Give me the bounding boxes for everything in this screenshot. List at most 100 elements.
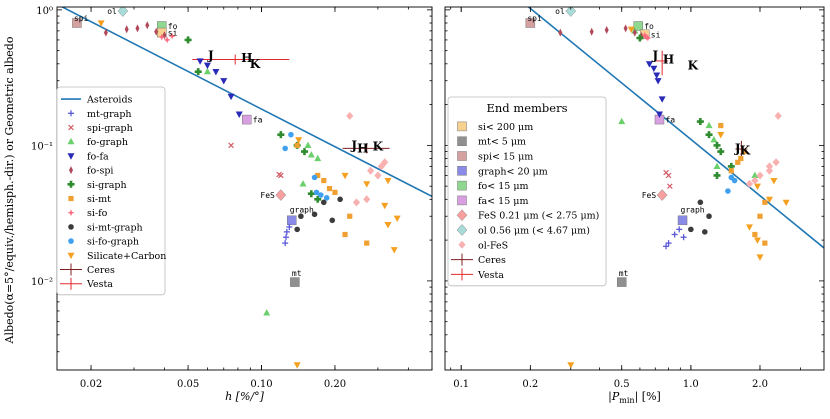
- data-point: [283, 234, 290, 241]
- legend-label-si-fo-graph: si-fo-graph: [87, 237, 139, 248]
- x-axis-label-part: |: [608, 390, 612, 404]
- data-point: [741, 148, 747, 155]
- data-point: [381, 158, 389, 167]
- data-point: [307, 190, 315, 198]
- data-point: [332, 189, 338, 195]
- legend-swatch: [458, 240, 466, 249]
- end-member-label: spi: [74, 14, 89, 23]
- legend: Asteroids mt-graph spi-graph fo-graph fo-fa f…: [56, 86, 166, 296]
- end-member-label: fa: [253, 116, 263, 125]
- data-point: [196, 58, 204, 65]
- series-fo-graph: [203, 67, 322, 316]
- legend-box: [56, 86, 166, 296]
- data-point: [671, 231, 678, 238]
- legend-label-graph-20-m: graph< 20 μm: [478, 166, 548, 177]
- x-tick-label: 0.05: [177, 379, 199, 390]
- y-tick-label: 10⁰: [36, 6, 53, 17]
- legend-label-fo-graph: fo-graph: [87, 137, 128, 148]
- data-point: [753, 237, 761, 244]
- data-point: [203, 67, 211, 75]
- data-point: [717, 148, 725, 156]
- data-point: [756, 171, 764, 180]
- data-point: [753, 183, 761, 190]
- data-point: [718, 122, 724, 129]
- data-point: [288, 131, 294, 138]
- data-point: [567, 362, 575, 369]
- data-point: [636, 34, 644, 42]
- data-point: [752, 231, 758, 238]
- legend-label-vesta: Vesta: [477, 270, 504, 281]
- data-point: [313, 189, 320, 196]
- data-point: [627, 26, 635, 34]
- data-point: [770, 177, 778, 185]
- data-point: [558, 28, 563, 37]
- vesta-errorbar: [656, 50, 669, 76]
- data-point: [604, 26, 609, 35]
- legend-label-spi-graph: spi-graph: [87, 123, 133, 134]
- end-member-label: mt: [292, 269, 302, 278]
- data-point: [298, 213, 304, 220]
- data-point: [623, 24, 628, 33]
- data-point: [314, 154, 322, 162]
- data-point: [352, 198, 361, 207]
- data-point: [194, 68, 202, 76]
- data-point: [366, 166, 375, 175]
- legend-label-asteroids: Asteroids: [86, 95, 133, 106]
- data-point: [727, 162, 735, 170]
- data-point: [676, 226, 683, 233]
- data-point: [762, 240, 768, 246]
- data-point: [589, 27, 594, 36]
- data-point: [751, 171, 759, 179]
- data-point: [364, 240, 370, 246]
- legend-label-si-mt-graph: si-mt-graph: [87, 222, 143, 233]
- data-point: [294, 142, 300, 148]
- x-tick-label: 0.1: [453, 379, 469, 390]
- legend-swatch: [68, 238, 74, 244]
- x-axis-label-var: P: [611, 390, 620, 403]
- data-point: [323, 195, 330, 201]
- end-member-label: graph: [681, 205, 705, 214]
- legend-label-fo-fa: fo-fa: [87, 151, 109, 162]
- legend-swatch: [69, 166, 73, 175]
- x-tick-label: 1.0: [683, 379, 699, 390]
- data-point: [103, 28, 108, 37]
- series-fo-spi: [103, 21, 167, 40]
- end-member-label: ol: [555, 7, 565, 16]
- data-point: [696, 118, 704, 126]
- data-point: [384, 222, 392, 229]
- band-label: K: [740, 143, 751, 157]
- data-point: [97, 20, 105, 27]
- data-point: [300, 148, 308, 156]
- data-point: [227, 93, 235, 101]
- data-point: [680, 234, 687, 241]
- data-point: [212, 69, 220, 76]
- data-point: [641, 31, 649, 39]
- data-point: [341, 172, 349, 180]
- data-point: [337, 196, 343, 203]
- x-axis-label: |Pmin| [%]: [608, 390, 661, 405]
- series-fo-spi: [558, 24, 644, 41]
- data-point: [283, 228, 290, 235]
- series-spi-graph: [663, 169, 673, 189]
- data-point: [738, 155, 744, 162]
- band-label: K: [250, 57, 261, 71]
- legend-swatch: [451, 253, 473, 266]
- x-axis-label-part: | [%]: [635, 390, 661, 404]
- vesta-errorbar: [192, 54, 290, 65]
- legend-swatch: [68, 124, 74, 131]
- legend-label-fo-spi: fo-spi: [87, 166, 113, 177]
- legend-swatch: [68, 224, 74, 230]
- x-tick-label: 0.02: [80, 379, 102, 390]
- legend-label-spi-15-m: spi< 15 μm: [478, 152, 533, 163]
- data-point: [163, 36, 171, 44]
- data-point: [706, 213, 712, 220]
- legend-label-si-mt: si-mt: [87, 194, 111, 205]
- legend-title: End members: [487, 101, 568, 115]
- data-point: [304, 141, 312, 148]
- legend-swatch: [67, 209, 75, 217]
- legend-label-vesta: Vesta: [86, 279, 113, 290]
- series-si-fo-graph: [282, 131, 330, 201]
- data-point: [346, 111, 354, 120]
